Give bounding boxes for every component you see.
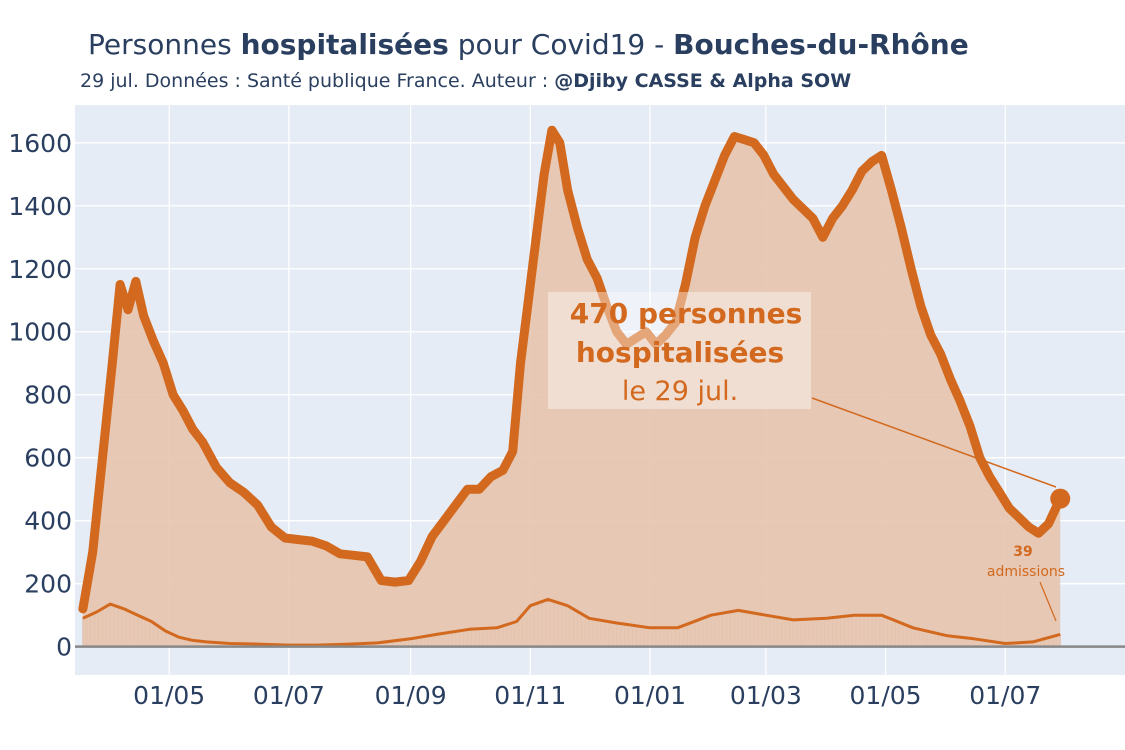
y-tick-label: 400 [24, 507, 72, 536]
hospitalized-area [82, 130, 1061, 647]
admissions-arrow [1039, 581, 1057, 622]
x-tick-label: 01/05 [133, 681, 205, 710]
x-tick-label: 01/03 [730, 681, 802, 710]
annotation-line-1: 470 personnes [570, 297, 802, 330]
admissions-line [82, 597, 1061, 647]
subtitle-text: 29 jul. Données : Santé publique France.… [80, 70, 555, 92]
y-tick-label: 1600 [8, 129, 72, 158]
subtitle-author: @Djiby CASSE & Alpha SOW [554, 70, 852, 92]
y-tick-label: 1400 [8, 192, 72, 221]
y-tick-label: 0 [56, 633, 72, 662]
title-part-1: Personnes [88, 28, 241, 61]
x-tick-label: 01/07 [253, 681, 325, 710]
annotation-arrow [811, 397, 1057, 488]
x-tick-label: 01/07 [969, 681, 1041, 710]
title-part-2: hospitalisées [240, 28, 449, 61]
x-axis-ticks: 01/05 01/07 01/09 01/11 01/01 01/03 01/05 01/07 [133, 681, 1041, 710]
x-tick-label: 01/09 [375, 681, 447, 710]
y-tick-label: 200 [24, 570, 72, 599]
hospitalized-line [78, 125, 1065, 614]
chart-subtitle: 29 jul. Données : Santé publique France.… [80, 70, 851, 92]
title-part-4: Bouches-du-Rhône [673, 28, 969, 61]
y-axis-ticks: 0 200 400 600 800 1000 1200 1400 1600 [8, 129, 72, 662]
title-part-3: pour Covid19 - [448, 28, 674, 61]
last-value-marker [1050, 488, 1071, 509]
admissions-label: admissions [987, 564, 1065, 580]
admissions-value: 39 [1013, 544, 1032, 560]
annotation-line-3: le 29 jul. [622, 376, 738, 407]
annotation-line-2: hospitalisées [576, 336, 784, 369]
chart-title: Personnes hospitalisées pour Covid19 - B… [88, 28, 969, 61]
annotation-box [548, 292, 811, 409]
y-tick-label: 1000 [8, 318, 72, 347]
x-tick-label: 01/05 [850, 681, 922, 710]
y-tick-label: 1200 [8, 255, 72, 284]
y-tick-label: 600 [24, 444, 72, 473]
x-tick-label: 01/01 [614, 681, 686, 710]
y-tick-label: 800 [24, 381, 72, 410]
x-tick-label: 01/11 [494, 681, 566, 710]
